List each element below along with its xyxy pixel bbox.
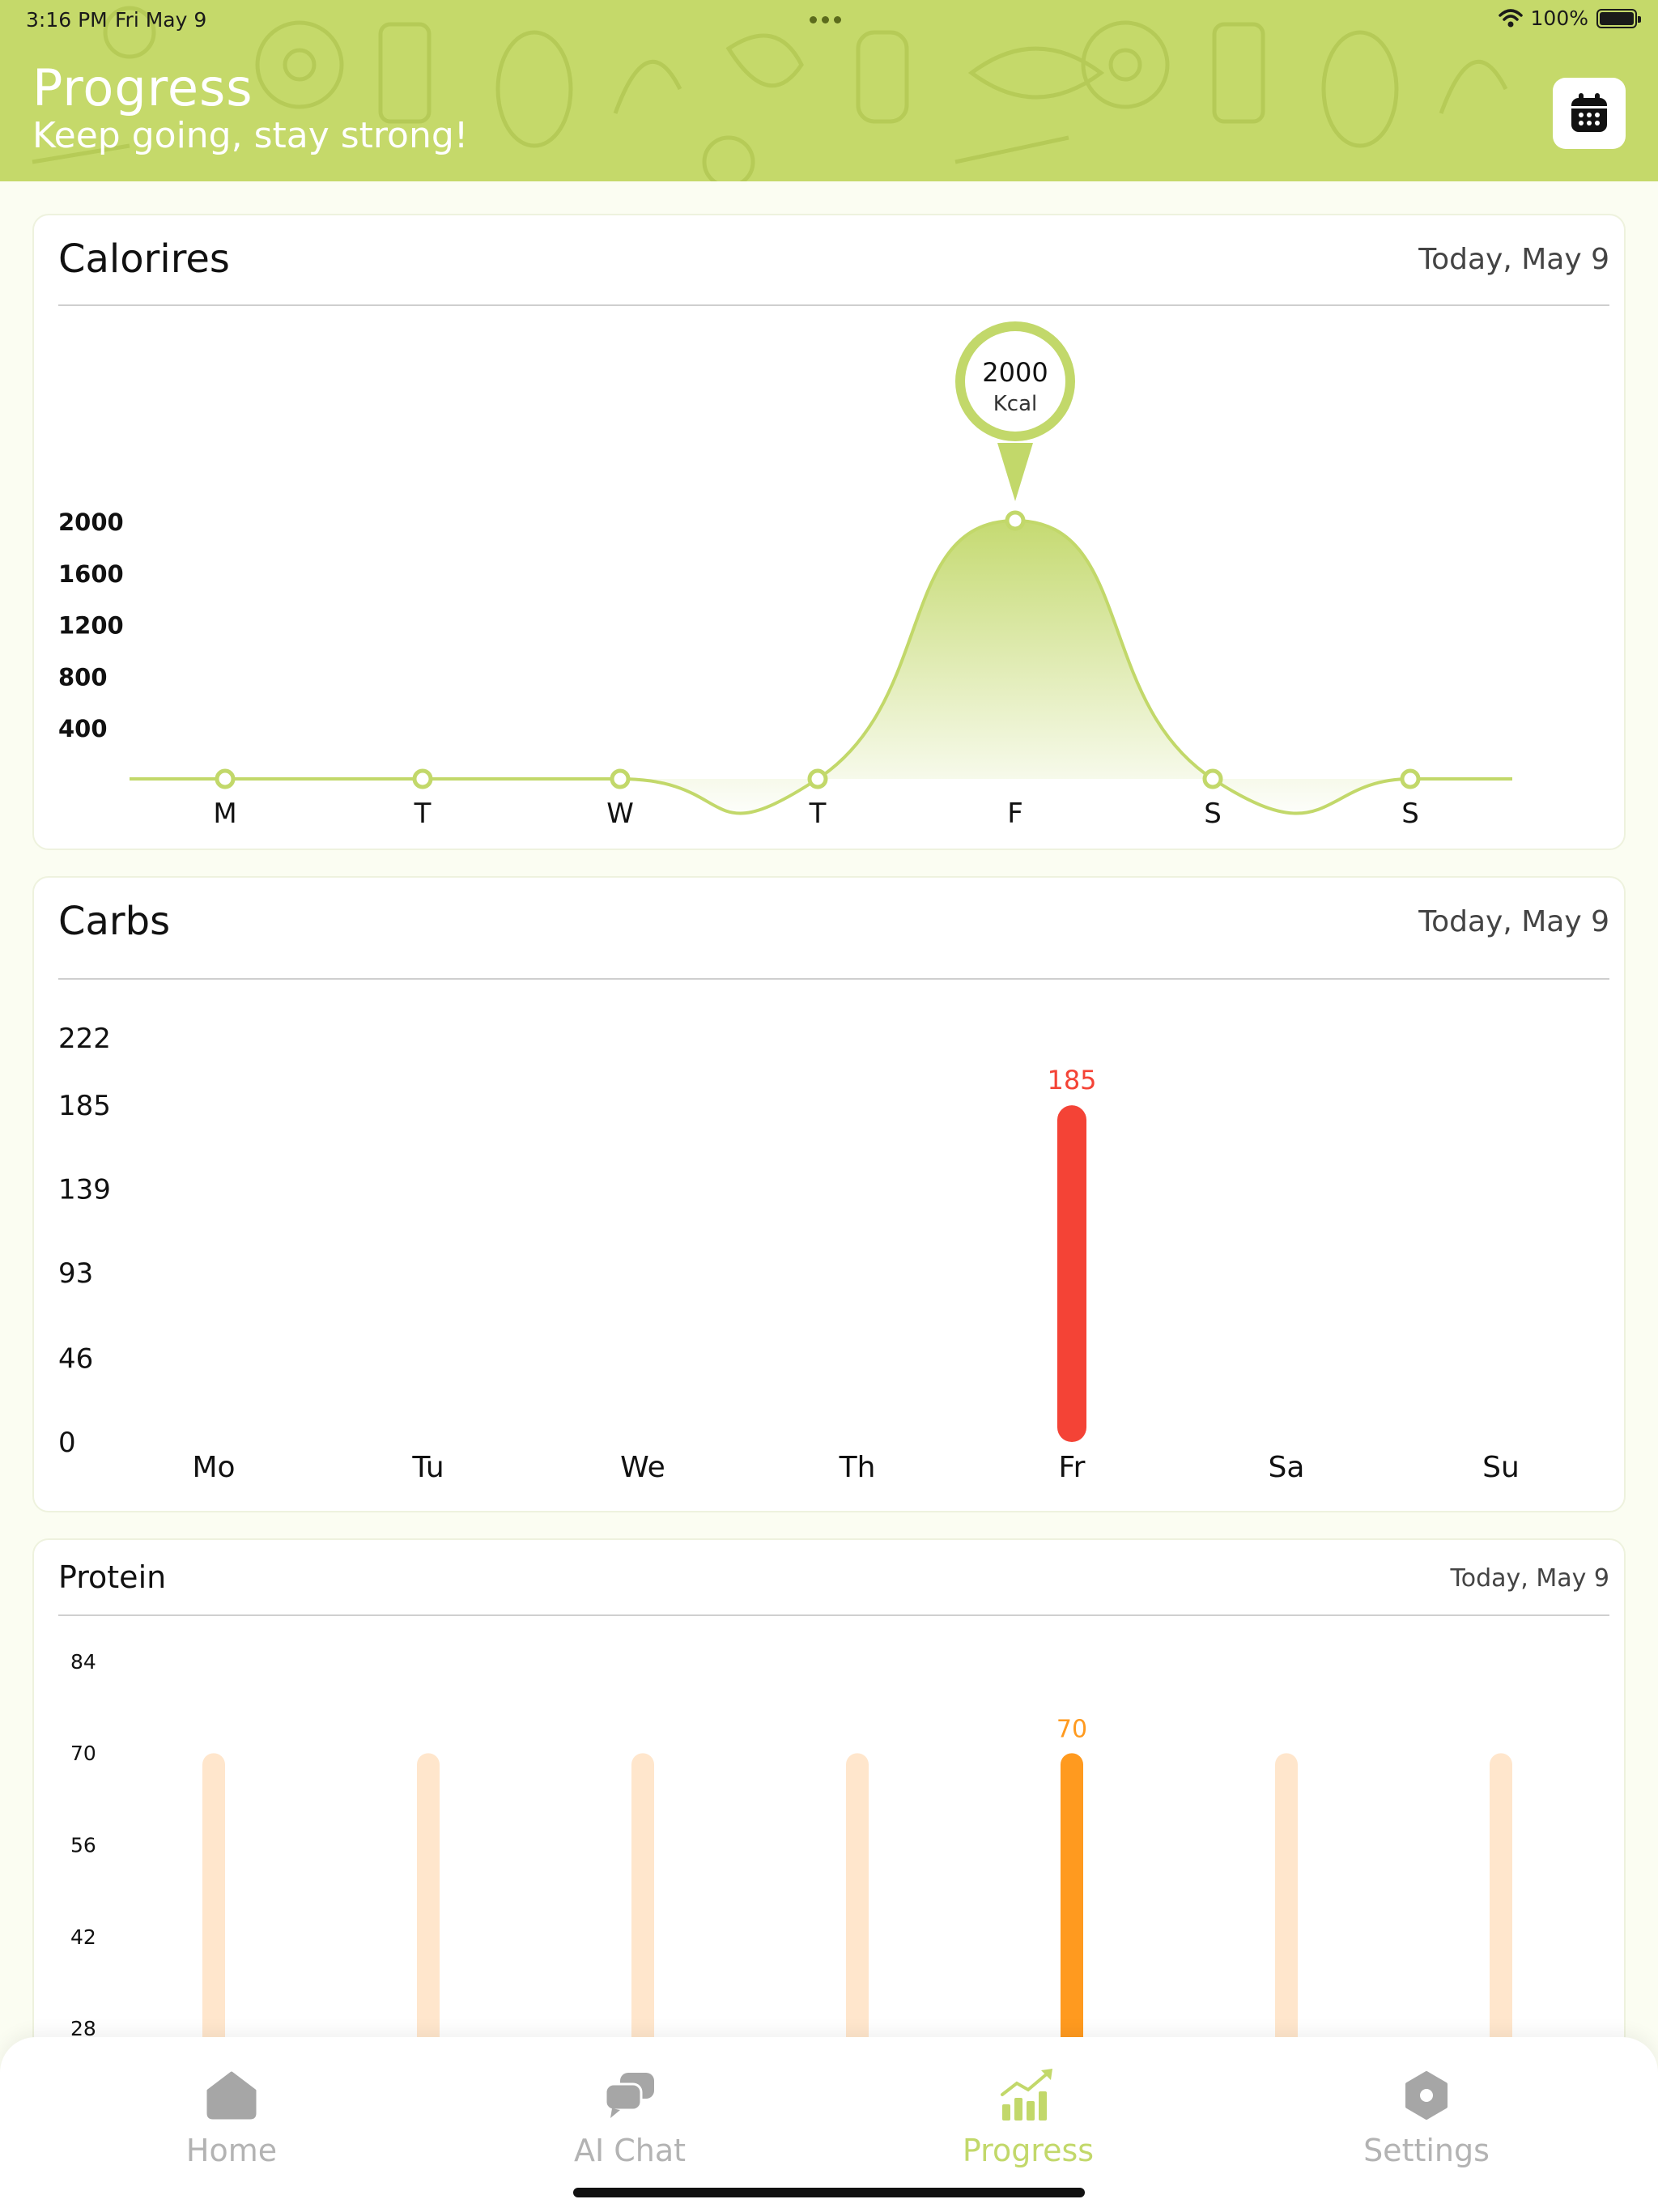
calories-x-tick: M [213,798,236,830]
protein-divider [58,1614,1609,1616]
carbs-y-tick: 185 [58,1090,111,1122]
calories-area [130,521,1512,814]
tab-bar: Home AI Chat Progress [0,2037,1658,2212]
page-subtitle: Keep going, stay strong! [32,115,469,156]
carbs-bar [1057,1105,1086,1442]
multitask-dots-icon[interactable] [810,16,841,23]
calories-y-tick: 2000 [58,508,124,536]
home-indicator [573,2188,1085,2197]
carbs-y-tick: 139 [58,1173,111,1206]
home-icon [201,2066,262,2125]
protein-title: Protein [58,1559,167,1595]
calories-tooltip-unit: Kcal [993,392,1038,416]
calories-y-tick: 400 [58,715,108,742]
carbs-x-tick: Fr [1059,1451,1086,1484]
carbs-x-tick: Sa [1269,1451,1305,1484]
calories-card: Calorires Today, May 9 2000 1600 1200 800 40… [32,214,1626,850]
carbs-card: Carbs Today, May 9 222 185 139 93 46 0 Mo Tu We T… [32,876,1626,1512]
status-right: 100% [1498,6,1641,30]
protein-data-label: 70 [1056,1715,1087,1743]
calories-x-tick: T [809,798,827,830]
wifi-icon [1498,8,1523,27]
carbs-data-label: 185 [1047,1065,1096,1095]
calories-y-tick: 1200 [58,612,124,640]
carbs-y-tick: 0 [58,1427,76,1459]
carbs-x-tick: Su [1482,1451,1520,1484]
progress-chart-icon [997,2066,1059,2125]
calories-x-tick: F [1007,798,1023,830]
protein-y-tick: 56 [70,1833,96,1857]
carbs-x-tick: Mo [192,1451,235,1484]
battery-percent: 100% [1530,6,1588,30]
calories-point [412,768,433,789]
tab-progress-label: Progress [962,2133,1095,2168]
calories-point [610,768,631,789]
header: 3:16 PM Fri May 9 100% Progress Keep goi… [0,0,1658,181]
carbs-x-tick: Th [839,1451,876,1484]
gear-icon [1396,2066,1457,2125]
page-title: Progress [32,58,253,117]
tab-ai-chat-label: AI Chat [573,2133,687,2168]
calories-y-tick: 1600 [58,560,124,588]
protein-y-tick: 84 [70,1650,96,1674]
tab-ai-chat[interactable]: AI Chat [508,2066,751,2168]
calories-x-tick: W [606,798,634,830]
carbs-y-tick: 46 [58,1343,93,1376]
calories-date: Today, May 9 [1418,243,1609,276]
carbs-x-tick: We [620,1451,665,1484]
carbs-title: Carbs [58,899,171,944]
status-date: Fri May 9 [115,8,207,32]
calories-y-tick: 800 [58,663,108,691]
calories-tooltip-bubble [965,331,1065,432]
carbs-divider [58,978,1609,980]
food-pattern-background [32,6,1508,181]
tab-home[interactable]: Home [110,2066,353,2168]
carbs-chart: 222 185 139 93 46 0 Mo Tu We Th 185 Fr Sa Su [58,1023,1520,1484]
calories-x-tick: S [1204,798,1222,830]
calories-point [1202,768,1223,789]
calories-tooltip-value: 2000 [982,357,1048,388]
calories-title: Calorires [58,236,230,282]
carbs-y-tick: 93 [58,1257,93,1290]
tab-home-label: Home [185,2133,278,2168]
protein-y-tick: 42 [70,1925,96,1949]
calories-point [215,768,236,789]
tab-settings-label: Settings [1363,2133,1490,2168]
protein-y-tick: 28 [70,2017,96,2040]
protein-y-tick: 70 [70,1742,96,1765]
carbs-x-tick: Tu [411,1451,444,1484]
calories-chart: 2000 1600 1200 800 400 M T W T F S S 2000 Kcal [58,321,1512,830]
calendar-button[interactable] [1553,78,1626,149]
calories-line [130,518,1512,815]
calories-point [807,768,828,789]
calories-x-tick: T [414,798,432,830]
protein-date: Today, May 9 [1450,1564,1609,1593]
battery-icon [1596,8,1641,28]
carbs-date: Today, May 9 [1418,905,1609,938]
chat-icon [599,2066,661,2125]
calories-point [1005,510,1026,531]
status-time: 3:16 PM [26,8,108,32]
calories-divider [58,304,1609,306]
calories-point [1400,768,1421,789]
calories-x-tick: S [1401,798,1419,830]
tab-progress[interactable]: Progress [907,2066,1150,2168]
tab-settings[interactable]: Settings [1305,2066,1548,2168]
carbs-y-tick: 222 [58,1023,111,1055]
calories-tooltip-pointer [997,443,1033,501]
calendar-icon [1571,93,1607,132]
